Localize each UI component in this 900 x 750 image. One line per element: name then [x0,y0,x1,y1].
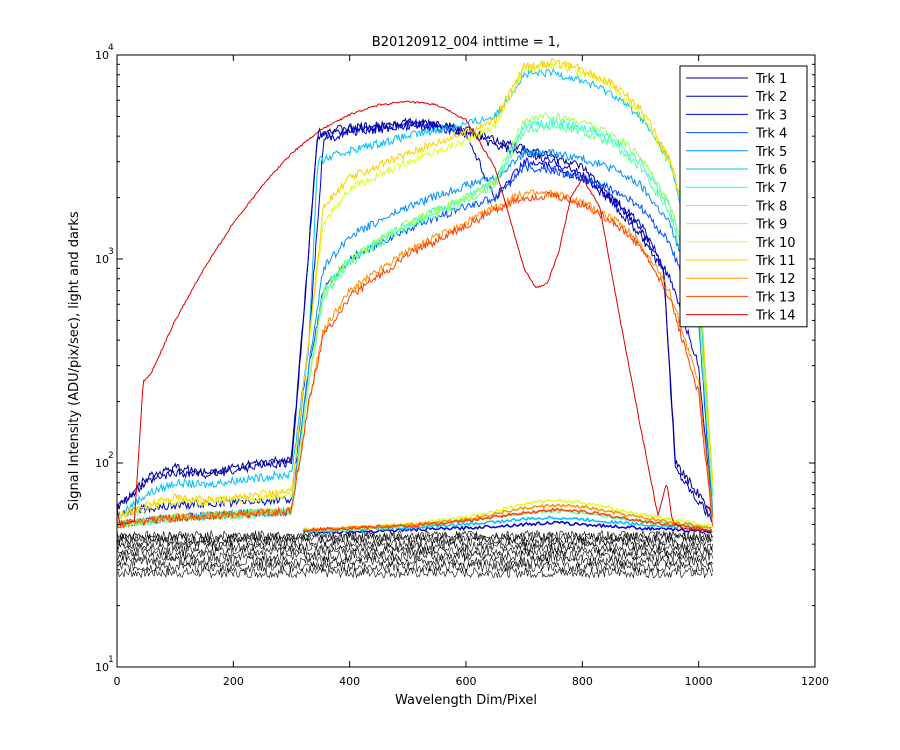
legend-label: Trk 5 [755,145,787,160]
legend-box [679,65,808,328]
y-tick-label: 10 [95,253,109,266]
legend-label: Trk 3 [755,108,787,123]
legend-label: Trk 1 [755,72,787,87]
y-axis-label: Signal Intensity (ADU/pix/sec), light an… [67,211,82,510]
legend-label: Trk 12 [755,272,796,287]
dark-trace-4 [116,549,713,563]
legend-label: Trk 4 [755,127,787,142]
x-tick-label: 800 [572,675,593,688]
legend-label: Trk 9 [755,218,787,233]
x-tick-label: 1000 [685,675,713,688]
series-line-6 [116,67,714,519]
legend-label: Trk 14 [755,309,796,324]
legend-label: Trk 6 [755,163,787,178]
legend-label: Trk 8 [755,199,787,214]
light-floor-trace-6 [303,507,712,532]
dark-trace-7 [116,535,713,548]
dark-trace-6 [116,540,713,553]
y-tick-label: 10 [95,661,109,674]
y-tick-label: 10 [95,457,109,470]
x-tick-label: 200 [223,675,244,688]
dark-trace-5 [116,545,713,558]
y-tick-exponent: 3 [108,247,114,257]
y-tick-exponent: 2 [108,451,114,461]
y-tick-label: 10 [95,49,109,62]
legend-label: Trk 13 [755,290,796,305]
x-tick-label: 0 [114,675,121,688]
series-lines [116,57,714,534]
dark-trace-8 [116,531,713,544]
dark-trace-9 [116,529,713,542]
light-floor-curves [302,498,713,535]
x-tick-label: 1200 [801,675,829,688]
light-floor-trace-1 [302,520,713,535]
legend-label: Trk 11 [755,254,796,269]
y-tick-exponent: 1 [108,655,114,665]
series-line-14 [116,100,713,534]
dark-trace-1 [116,566,713,579]
series-line-2 [116,119,713,523]
legend: Trk 1 Trk 2 Trk 3 Trk 4 Trk 5 Trk 6 Trk 7 Trk 8… [679,65,808,328]
x-tick-label: 400 [339,675,360,688]
x-axis-ticks: 0 200 400 600 800 1000 1200 [114,55,829,688]
x-tick-label: 600 [456,675,477,688]
legend-label: Trk 7 [755,181,787,196]
series-line-3 [116,121,714,518]
y-tick-exponent: 4 [108,43,114,53]
legend-label: Trk 2 [755,90,787,105]
legend-label: Trk 10 [755,236,796,251]
chart-title: B20120912_004 inttime = 1, [372,35,560,50]
series-line-13 [116,191,714,529]
dark-frames [116,529,713,579]
x-axis-label: Wavelength Dim/Pixel [395,693,537,708]
series-line-11 [116,57,714,519]
